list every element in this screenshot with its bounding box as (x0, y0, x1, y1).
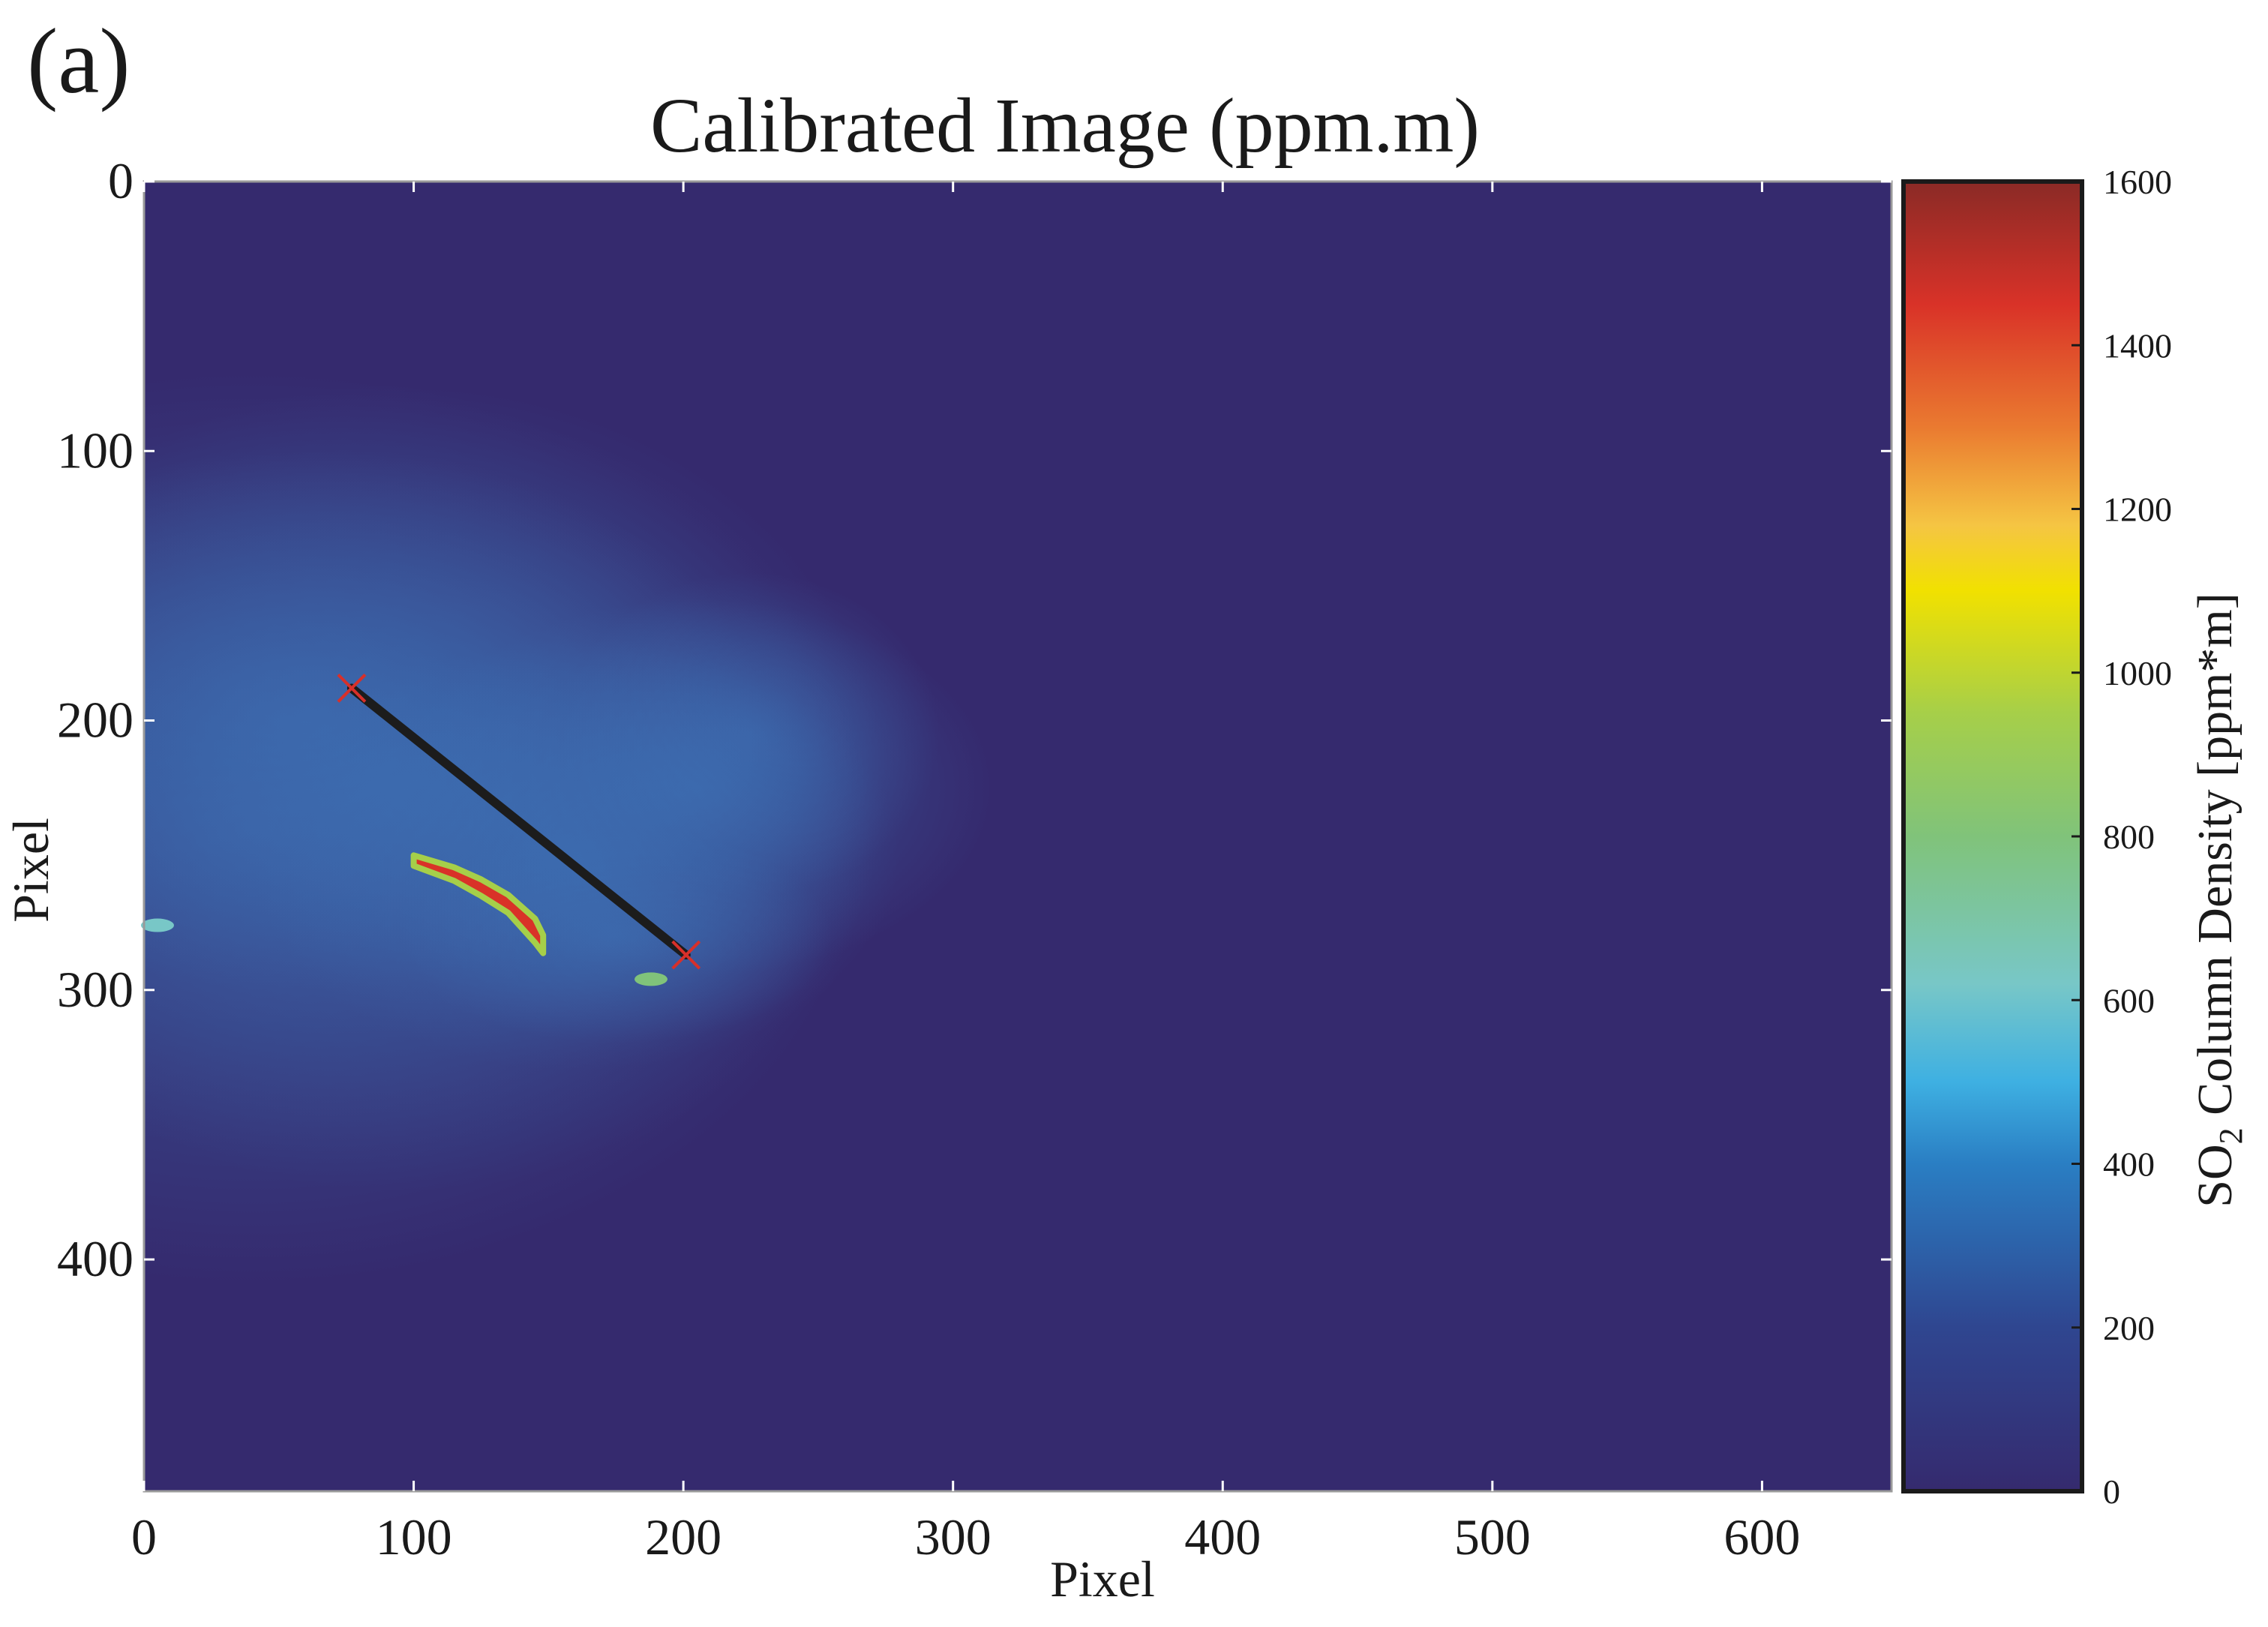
x-tick-label: 400 (1184, 1508, 1261, 1565)
chart-title: Calibrated Image (ppm.m) (650, 83, 1480, 169)
x-ticks: 0 100 200 300 400 500 600 (131, 182, 1800, 1565)
colorbar-tick-label: 0 (2103, 1472, 2120, 1511)
x-tick-label: 300 (915, 1508, 992, 1565)
isolated-feature (634, 972, 668, 986)
marker-stroke (337, 673, 367, 703)
colorbar-label-subscript: 2 (2212, 1127, 2249, 1144)
profile-line (337, 673, 701, 970)
high-concentration-plume (410, 852, 547, 956)
panel-label: (a) (27, 10, 130, 113)
x-tick-label: 500 (1454, 1508, 1531, 1565)
plot-area: 0 100 200 300 400 500 600 0 100 200 300 400 (57, 152, 1893, 1565)
colorbar-scale (1901, 179, 2084, 1493)
x-tick-label: 0 (131, 1508, 157, 1565)
colorbar-tick-label: 400 (2103, 1145, 2155, 1184)
y-tick-label: 300 (57, 961, 134, 1018)
y-tick-label: 200 (57, 692, 134, 749)
colorbar-label-suffix: Column Density [ppm*m] (2188, 593, 2242, 1127)
colorbar-label-prefix: SO (2188, 1144, 2242, 1207)
marker-stroke (671, 940, 701, 970)
y-ticks: 0 100 200 300 400 (57, 152, 1892, 1287)
colorbar-ticks: 0 200 400 600 800 1000 1200 1400 1600 (2072, 163, 2172, 1511)
profile-line-segment (346, 683, 691, 960)
x-tick-label: 200 (645, 1508, 722, 1565)
plume-haze (144, 370, 994, 1286)
profile-endpoint-marker (671, 940, 701, 970)
colorbar-tick-label: 600 (2103, 981, 2155, 1019)
profile-endpoint-marker (337, 673, 367, 703)
y-tick-label: 100 (57, 422, 134, 479)
colorbar-tick-label: 800 (2103, 818, 2155, 856)
colorbar: 0 200 400 600 800 1000 1200 1400 1600 SO2 Column… (1901, 163, 2249, 1511)
haze-blob (400, 828, 832, 1044)
isolated-feature (140, 918, 174, 932)
x-axis-label: Pixel (1050, 1550, 1155, 1607)
x-tick-label: 600 (1724, 1508, 1800, 1565)
isolated-features (140, 918, 668, 986)
colorbar-tick-label: 1000 (2103, 654, 2172, 692)
colorbar-tick-label: 1400 (2103, 326, 2172, 365)
plot-frame (142, 180, 1893, 1493)
colorbar-label: SO2 Column Density [ppm*m] (2188, 593, 2249, 1208)
x-tick-label: 100 (376, 1508, 452, 1565)
colorbar-tick-label: 1600 (2103, 163, 2172, 201)
colorbar-tick-label: 200 (2103, 1309, 2155, 1347)
y-tick-label: 400 (57, 1230, 134, 1287)
colorbar-tick-label: 1200 (2103, 491, 2172, 529)
y-tick-label: 0 (108, 152, 134, 209)
haze-blob (562, 572, 940, 896)
y-axis-label: Pixel (2, 818, 59, 923)
